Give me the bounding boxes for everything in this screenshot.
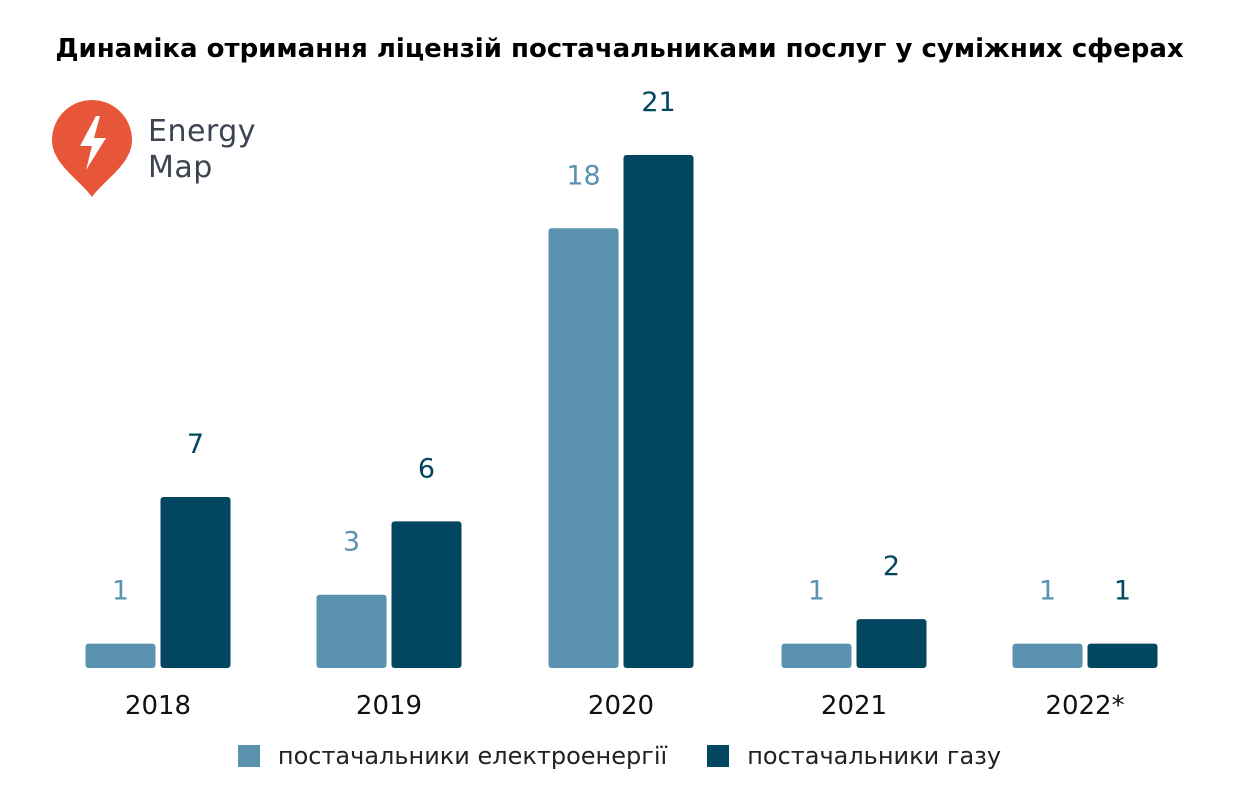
x-tick-label-2020: 2020 xyxy=(588,691,654,721)
bar-electricity-2021 xyxy=(781,643,852,668)
lightning-pin-icon xyxy=(52,100,132,197)
logo-text-line1: Energy xyxy=(148,114,257,149)
legend-swatch-electricity xyxy=(237,745,260,767)
bar-electricity-2020 xyxy=(548,228,619,669)
legend-swatch-gas xyxy=(707,745,730,767)
data-label-gas-2019: 6 xyxy=(418,453,435,484)
bar-electricity-2019 xyxy=(316,594,387,668)
data-label-gas-2021: 2 xyxy=(883,551,900,582)
energy-map-logo: Energy Map xyxy=(50,100,280,200)
legend-item-gas: постачальники газу xyxy=(707,742,1001,770)
legend-label-electricity: постачальники електроенергії xyxy=(277,742,668,770)
bar-gas-2022 xyxy=(1087,643,1158,668)
data-label-gas-2022: 1 xyxy=(1114,576,1131,607)
bar-gas-2020 xyxy=(623,155,694,668)
legend-item-electricity: постачальники електроенергії xyxy=(237,742,668,770)
data-label-electricity-2021: 1 xyxy=(808,576,825,607)
data-label-electricity-2018: 1 xyxy=(112,576,129,607)
bar-electricity-2018 xyxy=(85,643,156,668)
bar-electricity-2022 xyxy=(1012,643,1083,668)
x-tick-label-2022: 2022* xyxy=(1045,691,1124,721)
bar-gas-2018 xyxy=(160,497,231,668)
legend-label-gas: постачальники газу xyxy=(747,742,1002,770)
bar-gas-2021 xyxy=(856,619,927,668)
data-label-gas-2018: 7 xyxy=(187,429,204,460)
x-tick-label-2018: 2018 xyxy=(125,691,191,721)
data-label-electricity-2019: 3 xyxy=(343,527,360,558)
data-label-gas-2020: 21 xyxy=(641,87,675,118)
data-label-electricity-2022: 1 xyxy=(1039,576,1056,607)
chart-legend: постачальники електроенергії постачальни… xyxy=(0,742,1239,770)
logo-text-line2: Map xyxy=(148,150,213,185)
data-label-electricity-2020: 18 xyxy=(566,160,600,191)
x-tick-label-2019: 2019 xyxy=(356,691,422,721)
bar-gas-2019 xyxy=(391,521,462,668)
chart-title: Динаміка отримання ліцензій постачальник… xyxy=(55,34,1184,64)
x-tick-label-2021: 2021 xyxy=(821,691,887,721)
bar-chart: 1 7 2018 3 6 2019 18 21 2020 1 2 2021 1 1 2022* xyxy=(85,87,1158,721)
